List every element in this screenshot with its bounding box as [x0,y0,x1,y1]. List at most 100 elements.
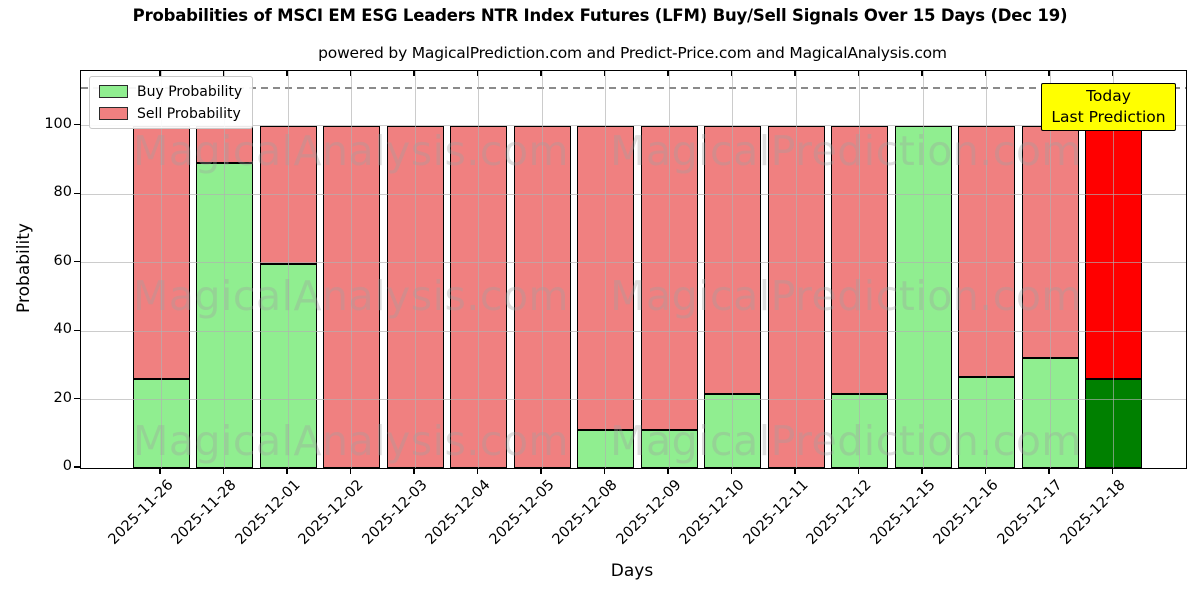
y-tick-label: 40 [53,321,72,338]
x-tick-label: 2025-12-10 [676,477,748,548]
x-axis-label: Days [610,561,654,581]
sell-segment [1021,125,1079,359]
legend-item-buy: Buy Probability [99,82,242,101]
x-tick-mark [857,468,860,474]
buy-segment [894,125,952,468]
x-tick-label: 2025-12-01 [232,477,304,548]
x-tick-mark-top [730,71,733,76]
buy-segment [259,264,317,468]
x-tick-label: 2025-12-04 [422,477,494,548]
x-tick-mark-top [921,71,923,76]
x-tick-label: 2025-12-03 [359,477,431,548]
dashed-threshold-line [81,87,1186,90]
x-tick-mark-top [540,71,542,76]
x-tick-label: 2025-12-11 [740,477,812,548]
x-tick-mark-top [857,71,860,76]
x-tick-mark-top [476,71,479,76]
x-tick-label: 2025-12-05 [486,477,558,548]
buy-segment [1085,379,1142,468]
y-tick-mark [74,466,80,468]
bar-group [450,125,507,468]
x-tick-label: 2025-12-09 [613,477,685,548]
bar-group [513,125,571,468]
annotation-line1: Today [1086,87,1131,105]
sell-segment [259,125,317,265]
y-tick-mark [74,192,80,194]
buy-segment [958,377,1015,468]
bar-group [704,125,761,468]
bar-group [577,125,634,468]
x-tick-label: 2025-12-17 [994,477,1066,548]
y-tick-label: 100 [44,115,72,132]
sell-segment [640,125,698,431]
x-tick-label: 2025-12-02 [295,477,367,548]
x-tick-label: 2025-12-08 [549,477,621,548]
y-tick-mark [74,261,80,263]
buy-segment [132,379,190,468]
buy-segment [831,394,888,468]
x-tick-mark-top [984,71,987,76]
x-tick-mark [984,468,987,474]
plot-area: MagicalAnalysis.com MagicalPrediction.com… [80,70,1187,469]
buy-probability-swatch [99,85,128,98]
x-tick-mark-top [794,71,796,76]
x-tick-mark-top [222,71,225,76]
x-tick-label: 2025-11-28 [168,477,240,548]
buy-segment [577,430,634,468]
y-tick-label: 80 [53,184,72,201]
bar-group [640,125,698,468]
x-tick-label: 2025-12-15 [867,477,939,548]
chart-title: Probabilities of MSCI EM ESG Leaders NTR… [132,6,1068,25]
sell-segment [831,125,888,395]
sell-probability-swatch [99,107,128,120]
x-tick-label: 2025-12-18 [1057,477,1129,548]
y-tick-label: 20 [53,389,72,406]
legend-label-buy: Buy Probability [137,83,243,100]
buy-segment [196,163,253,468]
bar-group [386,125,444,468]
x-tick-mark [349,468,352,474]
x-tick-mark-top [286,71,288,76]
sell-segment [767,125,825,468]
x-tick-mark-top [603,71,606,76]
bar-group [196,125,253,468]
x-tick-mark-top [349,71,352,76]
bar-group [132,125,190,468]
bar-group [831,125,888,468]
chart-subtitle: powered by MagicalPrediction.com and Pre… [318,44,947,62]
bar-group [1085,125,1142,468]
x-tick-mark [603,468,606,474]
x-tick-mark-top [667,71,669,76]
sell-segment [450,125,507,468]
x-tick-mark [159,468,161,474]
x-tick-mark [794,468,796,474]
legend-label-sell: Sell Probability [137,105,241,122]
x-tick-mark [222,468,225,474]
y-axis-label: Probability [14,223,34,313]
x-tick-label: 2025-12-16 [930,477,1002,548]
x-tick-mark [476,468,479,474]
x-tick-mark [540,468,542,474]
sell-segment [386,125,444,468]
y-tick-mark [74,329,80,331]
sell-segment [196,125,253,164]
buy-segment [704,394,761,468]
buy-segment [1021,358,1079,468]
x-tick-mark [921,468,923,474]
sell-segment [513,125,571,468]
x-tick-label: 2025-11-26 [105,477,177,548]
x-tick-mark [413,468,415,474]
bar-group [1021,125,1079,468]
bar-group [259,125,317,468]
sell-segment [323,125,380,468]
x-tick-mark [1048,468,1050,474]
x-tick-mark [286,468,288,474]
sell-segment [577,125,634,431]
x-tick-mark-top [1048,71,1050,76]
y-tick-mark [74,124,80,126]
bar-group [894,125,952,468]
x-tick-mark [730,468,733,474]
y-tick-label: 60 [53,252,72,269]
bar-group [958,125,1015,468]
